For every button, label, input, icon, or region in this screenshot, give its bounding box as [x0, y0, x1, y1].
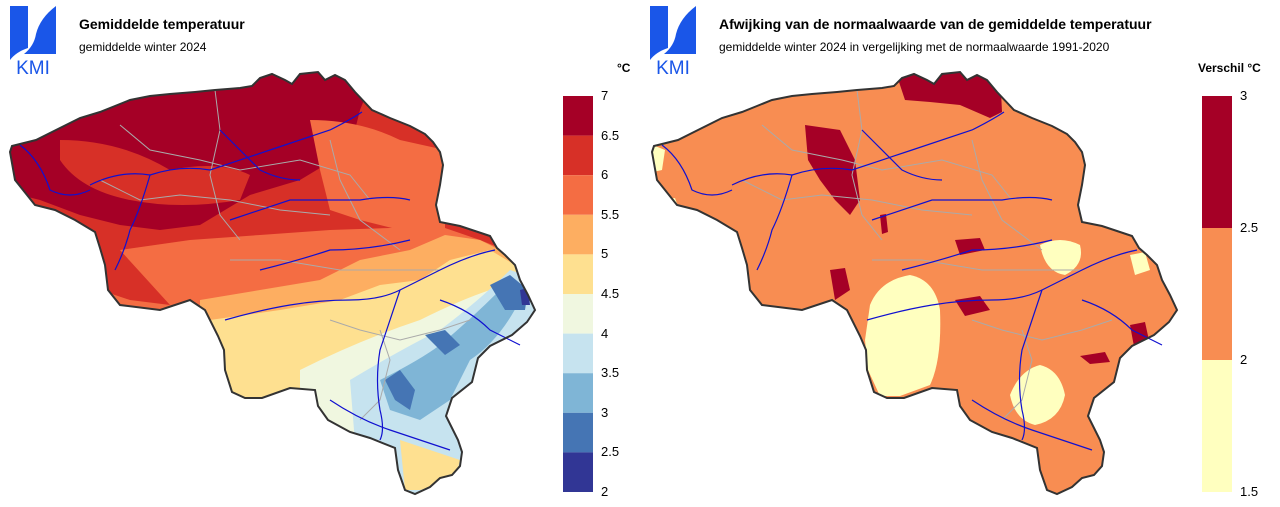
legend-tick-label: 5.5	[601, 206, 620, 222]
logo-text: KMI	[656, 58, 690, 76]
legend-tick-label: 3	[601, 404, 609, 420]
legend-tick-label: 1.5	[1240, 484, 1259, 499]
legend-tick-label: 5	[601, 246, 609, 262]
legend-color-step	[563, 412, 593, 453]
legend-color-step	[563, 214, 593, 255]
legend-tick-label: 2	[1240, 352, 1248, 367]
legend-color-step	[1202, 96, 1232, 228]
legend-color-step	[1202, 360, 1232, 492]
kmi-logo: KMI	[10, 6, 56, 76]
legend-tick-label: 2.5	[1240, 220, 1259, 235]
legend-tick-label: 4.5	[601, 286, 620, 301]
legend-tick-label: 6.5	[601, 127, 620, 143]
legend-color-step	[1202, 228, 1232, 360]
legend-unit: °C	[617, 61, 631, 75]
map-title: Afwijking van de normaalwaarde van de ge…	[719, 16, 1152, 32]
map-title: Gemiddelde temperatuur	[79, 16, 245, 32]
legend-color-step	[563, 333, 593, 374]
temperature-map-panel: KMI Gemiddelde temperatuur gemiddelde wi…	[9, 6, 631, 499]
temperature-map	[9, 71, 536, 495]
anomaly-map	[651, 71, 1178, 495]
legend-tick-label: 3	[1240, 88, 1248, 103]
legend-tick-label: 2	[601, 484, 609, 499]
legend-color-step	[563, 373, 593, 413]
legend-tick-label: 4	[601, 325, 609, 341]
legend-color-step	[563, 135, 593, 176]
legend-tick-label: 6	[601, 167, 609, 183]
map-subtitle: gemiddelde winter 2024	[79, 40, 207, 54]
legend-color-step	[563, 175, 593, 215]
legend-tick-label: 7	[601, 88, 609, 103]
legend-color-step	[563, 294, 593, 334]
legend-unit: Verschil °C	[1198, 61, 1261, 75]
kmi-logo: KMI	[650, 6, 696, 76]
logo-text: KMI	[16, 58, 50, 76]
legend-tick-label: 3.5	[601, 365, 620, 381]
legend-color-step	[563, 452, 593, 492]
legend-color-step	[563, 254, 593, 294]
anomaly-map-panel: KMI Afwijking van de normaalwaarde van d…	[640, 0, 1280, 507]
legend-tick-label: 2.5	[601, 444, 620, 460]
map-subtitle: gemiddelde winter 2024 in vergelijking m…	[719, 40, 1110, 54]
legend-color-step	[563, 96, 593, 136]
